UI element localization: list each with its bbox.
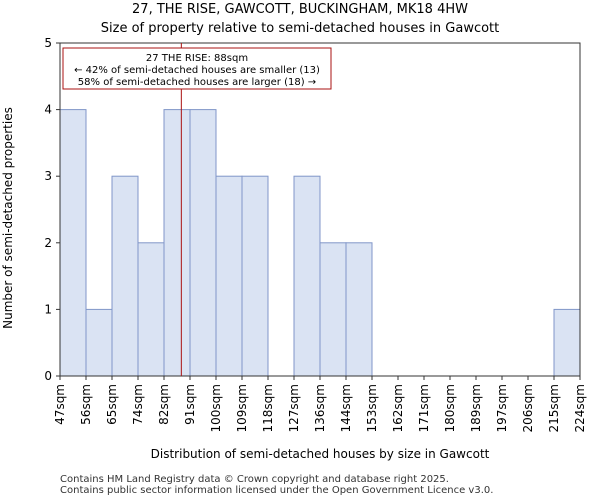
bars-group <box>59 109 581 377</box>
x-tick-label: 127sqm <box>287 384 301 432</box>
footer-line-1: Contains HM Land Registry data © Crown c… <box>60 474 449 485</box>
annotation-line-2: ← 42% of semi-detached houses are smalle… <box>74 65 320 76</box>
x-tick-label: 136sqm <box>313 384 327 432</box>
chart-title: 27, THE RISE, GAWCOTT, BUCKINGHAM, MK18 … <box>132 2 468 17</box>
annotation-line-1: 27 THE RISE: 88sqm <box>146 53 248 64</box>
x-tick-label: 162sqm <box>391 384 405 432</box>
annotation-line-3: 58% of semi-detached houses are larger (… <box>78 77 316 88</box>
x-axis-label: Distribution of semi-detached houses by … <box>151 447 490 461</box>
bar-215sqm <box>553 308 581 377</box>
x-tick-label: 224sqm <box>573 384 587 432</box>
x-tick-label: 144sqm <box>339 384 353 432</box>
marker-group: 27 THE RISE: 88sqm← 42% of semi-detached… <box>62 43 332 376</box>
x-tick-label: 206sqm <box>521 384 535 432</box>
x-tick-label: 171sqm <box>417 384 431 432</box>
y-tick-label: 4 <box>44 103 52 117</box>
y-axis-label: Number of semi-detached properties <box>1 107 15 329</box>
x-tick-label: 74sqm <box>131 384 145 425</box>
y-tick-label: 5 <box>44 36 52 50</box>
bar-127sqm <box>293 175 321 377</box>
bar-91sqm <box>189 109 217 377</box>
x-tick-label: 65sqm <box>105 384 119 425</box>
x-tick-label: 56sqm <box>79 384 93 425</box>
bar-74sqm <box>137 242 165 377</box>
axes-group: 0 1 2 3 4 5 47sqm 56sqm 65sqm 74sqm 82sqm 91sqm 100s… <box>44 36 587 432</box>
bar-82sqm <box>163 109 191 377</box>
y-tick-label: 0 <box>44 369 52 383</box>
bar-56sqm <box>85 308 113 377</box>
x-tick-label: 82sqm <box>157 384 171 425</box>
y-tick-label: 3 <box>44 169 52 183</box>
y-tick-label: 2 <box>44 236 52 250</box>
bar-47sqm <box>59 109 87 377</box>
x-tick-label: 100sqm <box>209 384 223 432</box>
x-tick-label: 153sqm <box>365 384 379 432</box>
bar-136sqm <box>319 242 347 377</box>
x-tick-label: 215sqm <box>547 384 561 432</box>
annotation-box <box>62 47 332 90</box>
bar-109sqm <box>241 175 269 377</box>
bar-100sqm <box>215 175 243 377</box>
bar-144sqm <box>345 242 373 377</box>
bar-65sqm <box>111 175 139 377</box>
x-tick-label: 109sqm <box>235 384 249 432</box>
x-tick-label: 189sqm <box>469 384 483 432</box>
chart-subtitle: Size of property relative to semi-detach… <box>100 21 500 36</box>
y-tick-label: 1 <box>44 302 52 316</box>
x-tick-label: 91sqm <box>183 384 197 425</box>
x-tick-label: 47sqm <box>53 384 67 425</box>
x-tick-label: 180sqm <box>443 384 457 432</box>
footer-line-2: Contains public sector information licen… <box>60 485 494 496</box>
x-tick-label: 197sqm <box>495 384 509 432</box>
x-tick-label: 118sqm <box>261 384 275 432</box>
